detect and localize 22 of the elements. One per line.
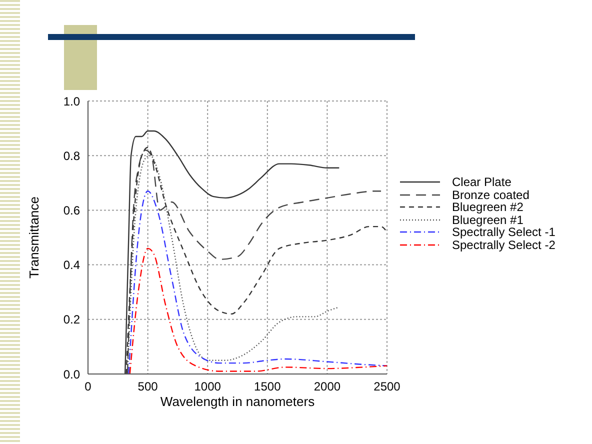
legend-label: Bluegreen #1 [452, 212, 524, 227]
x-tick-label: 500 [138, 380, 158, 394]
legend-label: Bluegreen #2 [452, 200, 524, 214]
y-tick-label: 0.6 [63, 203, 80, 218]
line-series [128, 190, 387, 374]
x-tick-label: 1500 [254, 380, 282, 394]
x-tick-label: 2000 [314, 380, 341, 394]
y-tick-label: 1.0 [63, 94, 80, 108]
legend-label: Spectrally Select -2 [452, 238, 556, 252]
x-tick-label: 2500 [374, 380, 401, 394]
x-axis-title: Wavelength in nanometers [160, 394, 316, 409]
y-tick-label: 0.2 [63, 312, 80, 327]
x-tick-label: 0 [84, 380, 92, 394]
legend-label: Bronze coated [452, 188, 530, 202]
line-series [129, 248, 387, 374]
y-tick-label: 0.4 [63, 258, 80, 272]
x-tick-label: 1000 [194, 380, 222, 394]
y-tick-label: 0.8 [63, 148, 80, 163]
legend-label: Clear Plate [452, 175, 512, 190]
y-axis-title: Transmittance [26, 196, 42, 278]
y-tick-label: 0.0 [63, 367, 80, 382]
legend-label: Spectrally Select -1 [452, 225, 556, 240]
